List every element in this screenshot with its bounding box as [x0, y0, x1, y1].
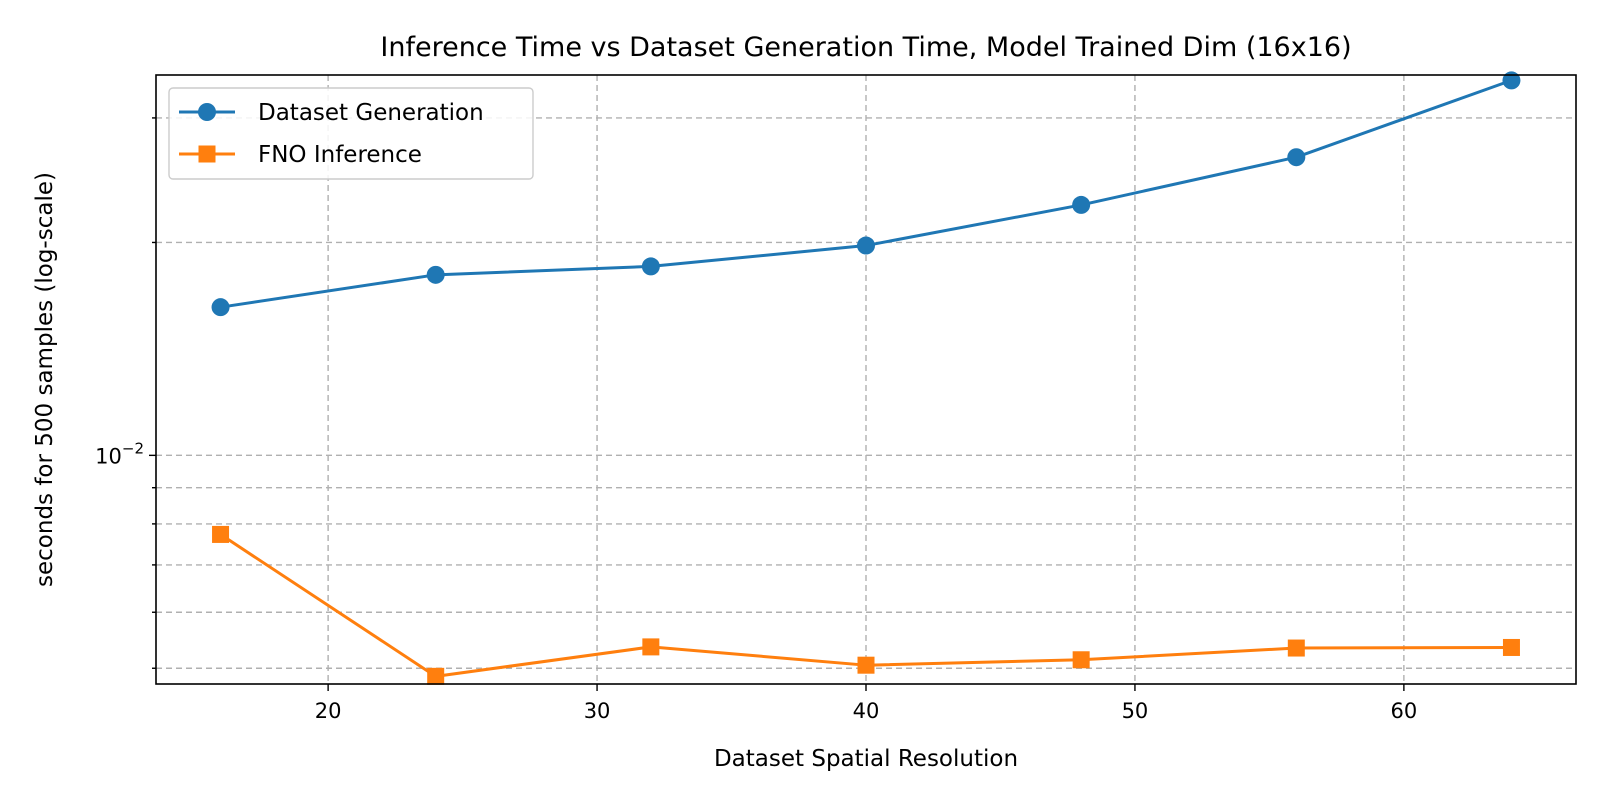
- data-point: [1502, 638, 1520, 656]
- data-point: [1072, 195, 1091, 214]
- data-point: [211, 298, 230, 317]
- data-point: [642, 638, 660, 656]
- y-axis-label: seconds for 500 samples (log-scale): [32, 172, 58, 587]
- legend-box: [168, 87, 534, 180]
- data-point: [1287, 148, 1306, 167]
- plot-frame: [155, 74, 1577, 685]
- legend-marker: [198, 145, 216, 163]
- series-fno-inference: [212, 525, 1520, 685]
- data-point: [426, 265, 445, 284]
- x-tick-label: 60: [1391, 699, 1418, 723]
- chart-title: Inference Time vs Dataset Generation Tim…: [380, 32, 1351, 63]
- y-tick-label-exponent: −2: [122, 439, 144, 457]
- legend: Dataset Generation FNO Inference: [168, 87, 534, 180]
- x-tick-label: 50: [1122, 699, 1149, 723]
- legend-label: Dataset Generation: [258, 100, 484, 126]
- x-tick-label: 40: [853, 699, 880, 723]
- legend-marker: [198, 103, 216, 121]
- series-layer: [211, 71, 1521, 685]
- data-point: [212, 525, 230, 543]
- legend-item: FNO Inference: [179, 142, 422, 168]
- data-point: [427, 667, 445, 685]
- grid: [156, 75, 1576, 684]
- data-point: [1287, 639, 1305, 657]
- data-point: [641, 257, 660, 276]
- data-point: [857, 236, 875, 255]
- x-tick-label: 30: [584, 699, 611, 723]
- series-dataset-generation: [211, 71, 1521, 317]
- legend-item: Dataset Generation: [179, 100, 484, 126]
- x-tick-label: 20: [315, 699, 342, 723]
- data-point: [857, 656, 875, 674]
- legend-label: FNO Inference: [258, 142, 422, 168]
- data-point: [1072, 651, 1090, 669]
- y-tick-label-base: 10: [95, 444, 122, 468]
- data-point: [1502, 71, 1521, 90]
- axis-ticks: 20 30 40 50 60 10−2: [95, 117, 1418, 723]
- x-axis-label: Dataset Spatial Resolution: [714, 746, 1018, 772]
- y-tick-label: 10−2: [95, 439, 144, 468]
